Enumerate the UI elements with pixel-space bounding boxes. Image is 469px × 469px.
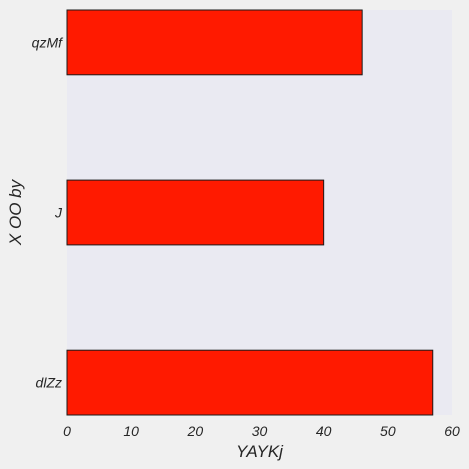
bar-dlZz (67, 350, 433, 415)
y-tick-label-J: J (54, 205, 63, 221)
x-tick-label-50: 50 (380, 423, 396, 439)
x-tick-label-60: 60 (444, 423, 460, 439)
x-tick-label-20: 20 (187, 423, 204, 439)
x-axis-label: YAYKj (236, 442, 284, 461)
bar-J (67, 180, 324, 245)
x-tick-label-10: 10 (123, 423, 139, 439)
y-axis-label: X OO by (6, 178, 25, 246)
bar-qzMf (67, 10, 362, 75)
x-tick-label-0: 0 (63, 423, 71, 439)
y-tick-label-dlZz: dlZz (36, 375, 62, 391)
x-tick-label-40: 40 (316, 423, 332, 439)
y-tick-label-qzMf: qzMf (32, 34, 64, 50)
x-tick-label-30: 30 (252, 423, 268, 439)
